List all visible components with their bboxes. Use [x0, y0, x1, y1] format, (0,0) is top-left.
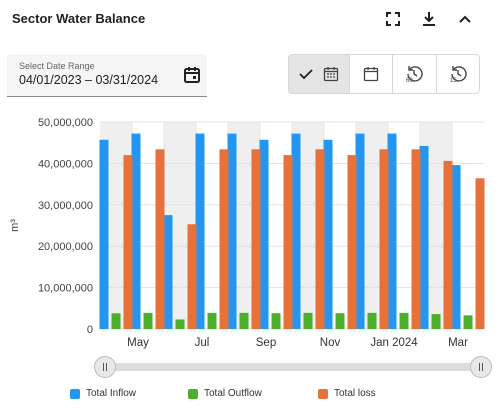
y-tick-label: 0	[87, 324, 93, 336]
svg-text:60: 60	[406, 78, 413, 84]
bar-total-inflow	[259, 139, 269, 329]
legend-item-inflow[interactable]: Total Inflow	[70, 388, 136, 399]
bar-total-inflow	[451, 165, 461, 329]
water-balance-chart: 0 10,000,000 20,000,000 30,000,000 40,000,00…	[9, 117, 485, 349]
legend-swatch	[188, 388, 198, 399]
bar-total-loss	[347, 155, 357, 329]
bar-total-outflow	[303, 312, 313, 329]
toggle-custom-range[interactable]	[289, 55, 349, 93]
bar-total-outflow	[431, 314, 441, 329]
slider-track[interactable]	[100, 363, 484, 371]
x-tick-label: Jul	[195, 337, 210, 349]
legend-label: Total loss	[334, 388, 376, 399]
legend-swatch	[318, 388, 328, 399]
legend-item-outflow[interactable]: Total Outflow	[188, 388, 262, 399]
bar-total-outflow	[239, 312, 249, 329]
bar-total-loss	[443, 160, 453, 329]
calendar-grid-icon	[323, 67, 338, 82]
calendar-icon	[363, 67, 378, 82]
toggle-last-60[interactable]: 60	[392, 55, 436, 93]
bar-total-loss	[283, 155, 293, 329]
fullscreen-icon[interactable]	[382, 8, 404, 30]
bar-total-inflow	[195, 133, 205, 329]
chart-legend: Total Inflow Total Outflow Total loss	[0, 388, 500, 404]
bar-total-loss	[187, 224, 197, 329]
date-range-field[interactable]: Select Date Range 04/01/2023 – 03/31/202…	[7, 54, 207, 97]
download-icon[interactable]	[418, 8, 440, 30]
legend-item-loss[interactable]: Total loss	[318, 388, 376, 399]
bar-total-loss	[411, 149, 421, 329]
bar-total-inflow	[355, 133, 365, 329]
bar-total-loss	[379, 149, 389, 329]
y-tick-label: 10,000,000	[38, 283, 93, 295]
bar-total-outflow	[143, 312, 153, 329]
toggle-month[interactable]	[348, 55, 393, 93]
bar-total-outflow	[399, 312, 409, 329]
svg-text:15: 15	[450, 78, 457, 84]
period-toggle-group: 60 15	[288, 54, 480, 94]
bar-total-loss	[155, 149, 165, 329]
x-tick-label: Jan 2024	[370, 337, 418, 349]
legend-label: Total Inflow	[86, 388, 137, 399]
calendar-icon[interactable]	[183, 66, 203, 86]
bar-total-outflow	[175, 319, 185, 329]
bar-total-loss	[315, 149, 325, 329]
x-tick-label: Nov	[320, 337, 341, 349]
bar-total-outflow	[111, 313, 121, 329]
bar-total-inflow	[387, 133, 397, 329]
toggle-last-15[interactable]: 15	[435, 55, 480, 93]
bar-total-inflow	[323, 139, 333, 329]
bar-total-inflow	[99, 139, 109, 329]
y-axis-label: m³	[9, 219, 21, 232]
widget-header: Sector Water Balance	[0, 0, 500, 38]
bar-total-loss	[219, 149, 229, 329]
bar-total-loss	[123, 155, 133, 329]
bar-total-inflow	[227, 133, 237, 329]
y-tick-label: 40,000,000	[38, 158, 93, 170]
y-tick-label: 20,000,000	[38, 241, 93, 253]
bar-total-outflow	[207, 312, 217, 329]
x-tick-label: Sep	[256, 337, 276, 349]
slider-handle-start[interactable]	[94, 356, 116, 378]
y-tick-label: 30,000,000	[38, 200, 93, 212]
legend-label: Total Outflow	[204, 388, 262, 399]
date-range-value[interactable]: 04/01/2023 – 03/31/2024	[19, 73, 159, 87]
history-60-icon: 60	[406, 66, 423, 84]
history-15-icon: 15	[450, 66, 467, 84]
bar-total-outflow	[463, 315, 473, 329]
x-tick-label: May	[127, 337, 149, 349]
bar-total-loss	[475, 178, 485, 329]
range-slider[interactable]	[94, 356, 492, 378]
date-range-label: Select Date Range	[19, 61, 95, 71]
bar-total-inflow	[163, 215, 173, 329]
y-tick-label: 50,000,000	[38, 117, 93, 129]
bar-total-inflow	[419, 146, 429, 329]
bar-total-inflow	[291, 133, 301, 329]
bar-total-loss	[251, 149, 261, 329]
bar-total-outflow	[367, 312, 377, 329]
legend-swatch	[70, 388, 80, 399]
collapse-icon[interactable]	[454, 8, 476, 30]
bar-total-inflow	[131, 133, 141, 329]
check-icon	[299, 69, 313, 80]
bar-total-outflow	[335, 313, 345, 329]
x-tick-label: Mar	[448, 337, 468, 349]
slider-handle-end[interactable]	[470, 356, 492, 378]
widget-title: Sector Water Balance	[12, 11, 146, 26]
bar-total-outflow	[271, 313, 281, 329]
